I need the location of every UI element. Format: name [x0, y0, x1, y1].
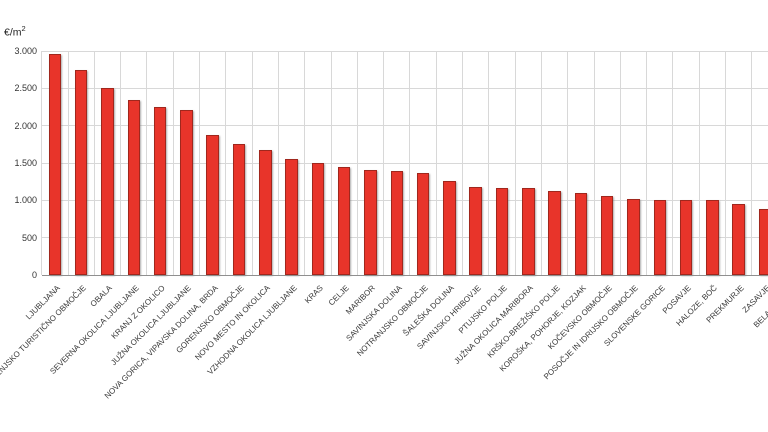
gridline	[672, 51, 674, 275]
gridline	[41, 51, 43, 275]
bar	[206, 135, 219, 275]
bar	[127, 100, 140, 275]
gridline	[67, 51, 69, 275]
gridline	[277, 51, 279, 275]
bar	[706, 200, 719, 275]
gridline	[488, 51, 490, 275]
gridline	[93, 51, 95, 275]
bar	[232, 143, 246, 275]
bar	[311, 162, 325, 275]
gridline	[540, 51, 542, 275]
bar	[732, 204, 745, 275]
bar	[548, 190, 561, 275]
gridline	[225, 51, 227, 275]
bar	[416, 173, 430, 275]
bar	[443, 180, 456, 275]
gridline	[567, 51, 569, 275]
bar	[390, 171, 403, 275]
gridline	[383, 51, 385, 275]
gridline	[698, 51, 700, 275]
gridline	[41, 87, 768, 89]
gridline	[146, 51, 148, 275]
gridline	[330, 51, 332, 275]
y-axis-tick-label: 3.000	[14, 46, 37, 56]
gridline	[120, 51, 122, 275]
gridline	[41, 237, 768, 239]
y-axis-unit-label: €/m2	[4, 24, 26, 39]
bar	[627, 199, 640, 275]
gridline	[356, 51, 358, 275]
bar	[153, 107, 167, 275]
gridline	[409, 51, 411, 275]
bar	[180, 109, 193, 275]
gridline	[725, 51, 726, 275]
gridline	[646, 51, 648, 275]
bar	[74, 70, 88, 275]
gridline	[593, 51, 595, 275]
gridline	[514, 51, 516, 275]
gridline	[41, 199, 768, 201]
x-axis-baseline	[41, 274, 768, 276]
bar	[522, 188, 535, 275]
bar	[337, 167, 351, 275]
gridline	[304, 51, 306, 275]
bar	[48, 53, 62, 275]
y-axis-tick-label: 500	[21, 232, 37, 243]
bar	[259, 149, 272, 275]
gridline	[41, 162, 768, 164]
bar	[600, 196, 614, 275]
bar	[101, 88, 114, 275]
bar	[653, 199, 666, 275]
y-axis-tick-label: 1.500	[14, 158, 37, 168]
bar	[364, 170, 377, 275]
gridline	[172, 51, 174, 275]
bar	[469, 186, 482, 275]
y-axis-tick-label: 2.500	[14, 83, 37, 94]
gridline	[41, 50, 768, 52]
gridline	[751, 51, 753, 275]
y-axis-tick-label: 0	[31, 270, 37, 280]
y-axis-tick-label: 2.000	[14, 120, 37, 131]
bar	[758, 208, 768, 275]
gridline	[199, 51, 200, 275]
bar	[679, 199, 693, 275]
bar	[574, 192, 588, 275]
bar	[495, 187, 509, 275]
gridline	[435, 51, 437, 275]
gridline	[619, 51, 621, 275]
gridline	[41, 125, 768, 127]
y-axis-tick-label: 1.000	[14, 195, 37, 206]
bar	[285, 159, 298, 275]
gridline	[462, 51, 463, 275]
gridline	[251, 51, 253, 275]
